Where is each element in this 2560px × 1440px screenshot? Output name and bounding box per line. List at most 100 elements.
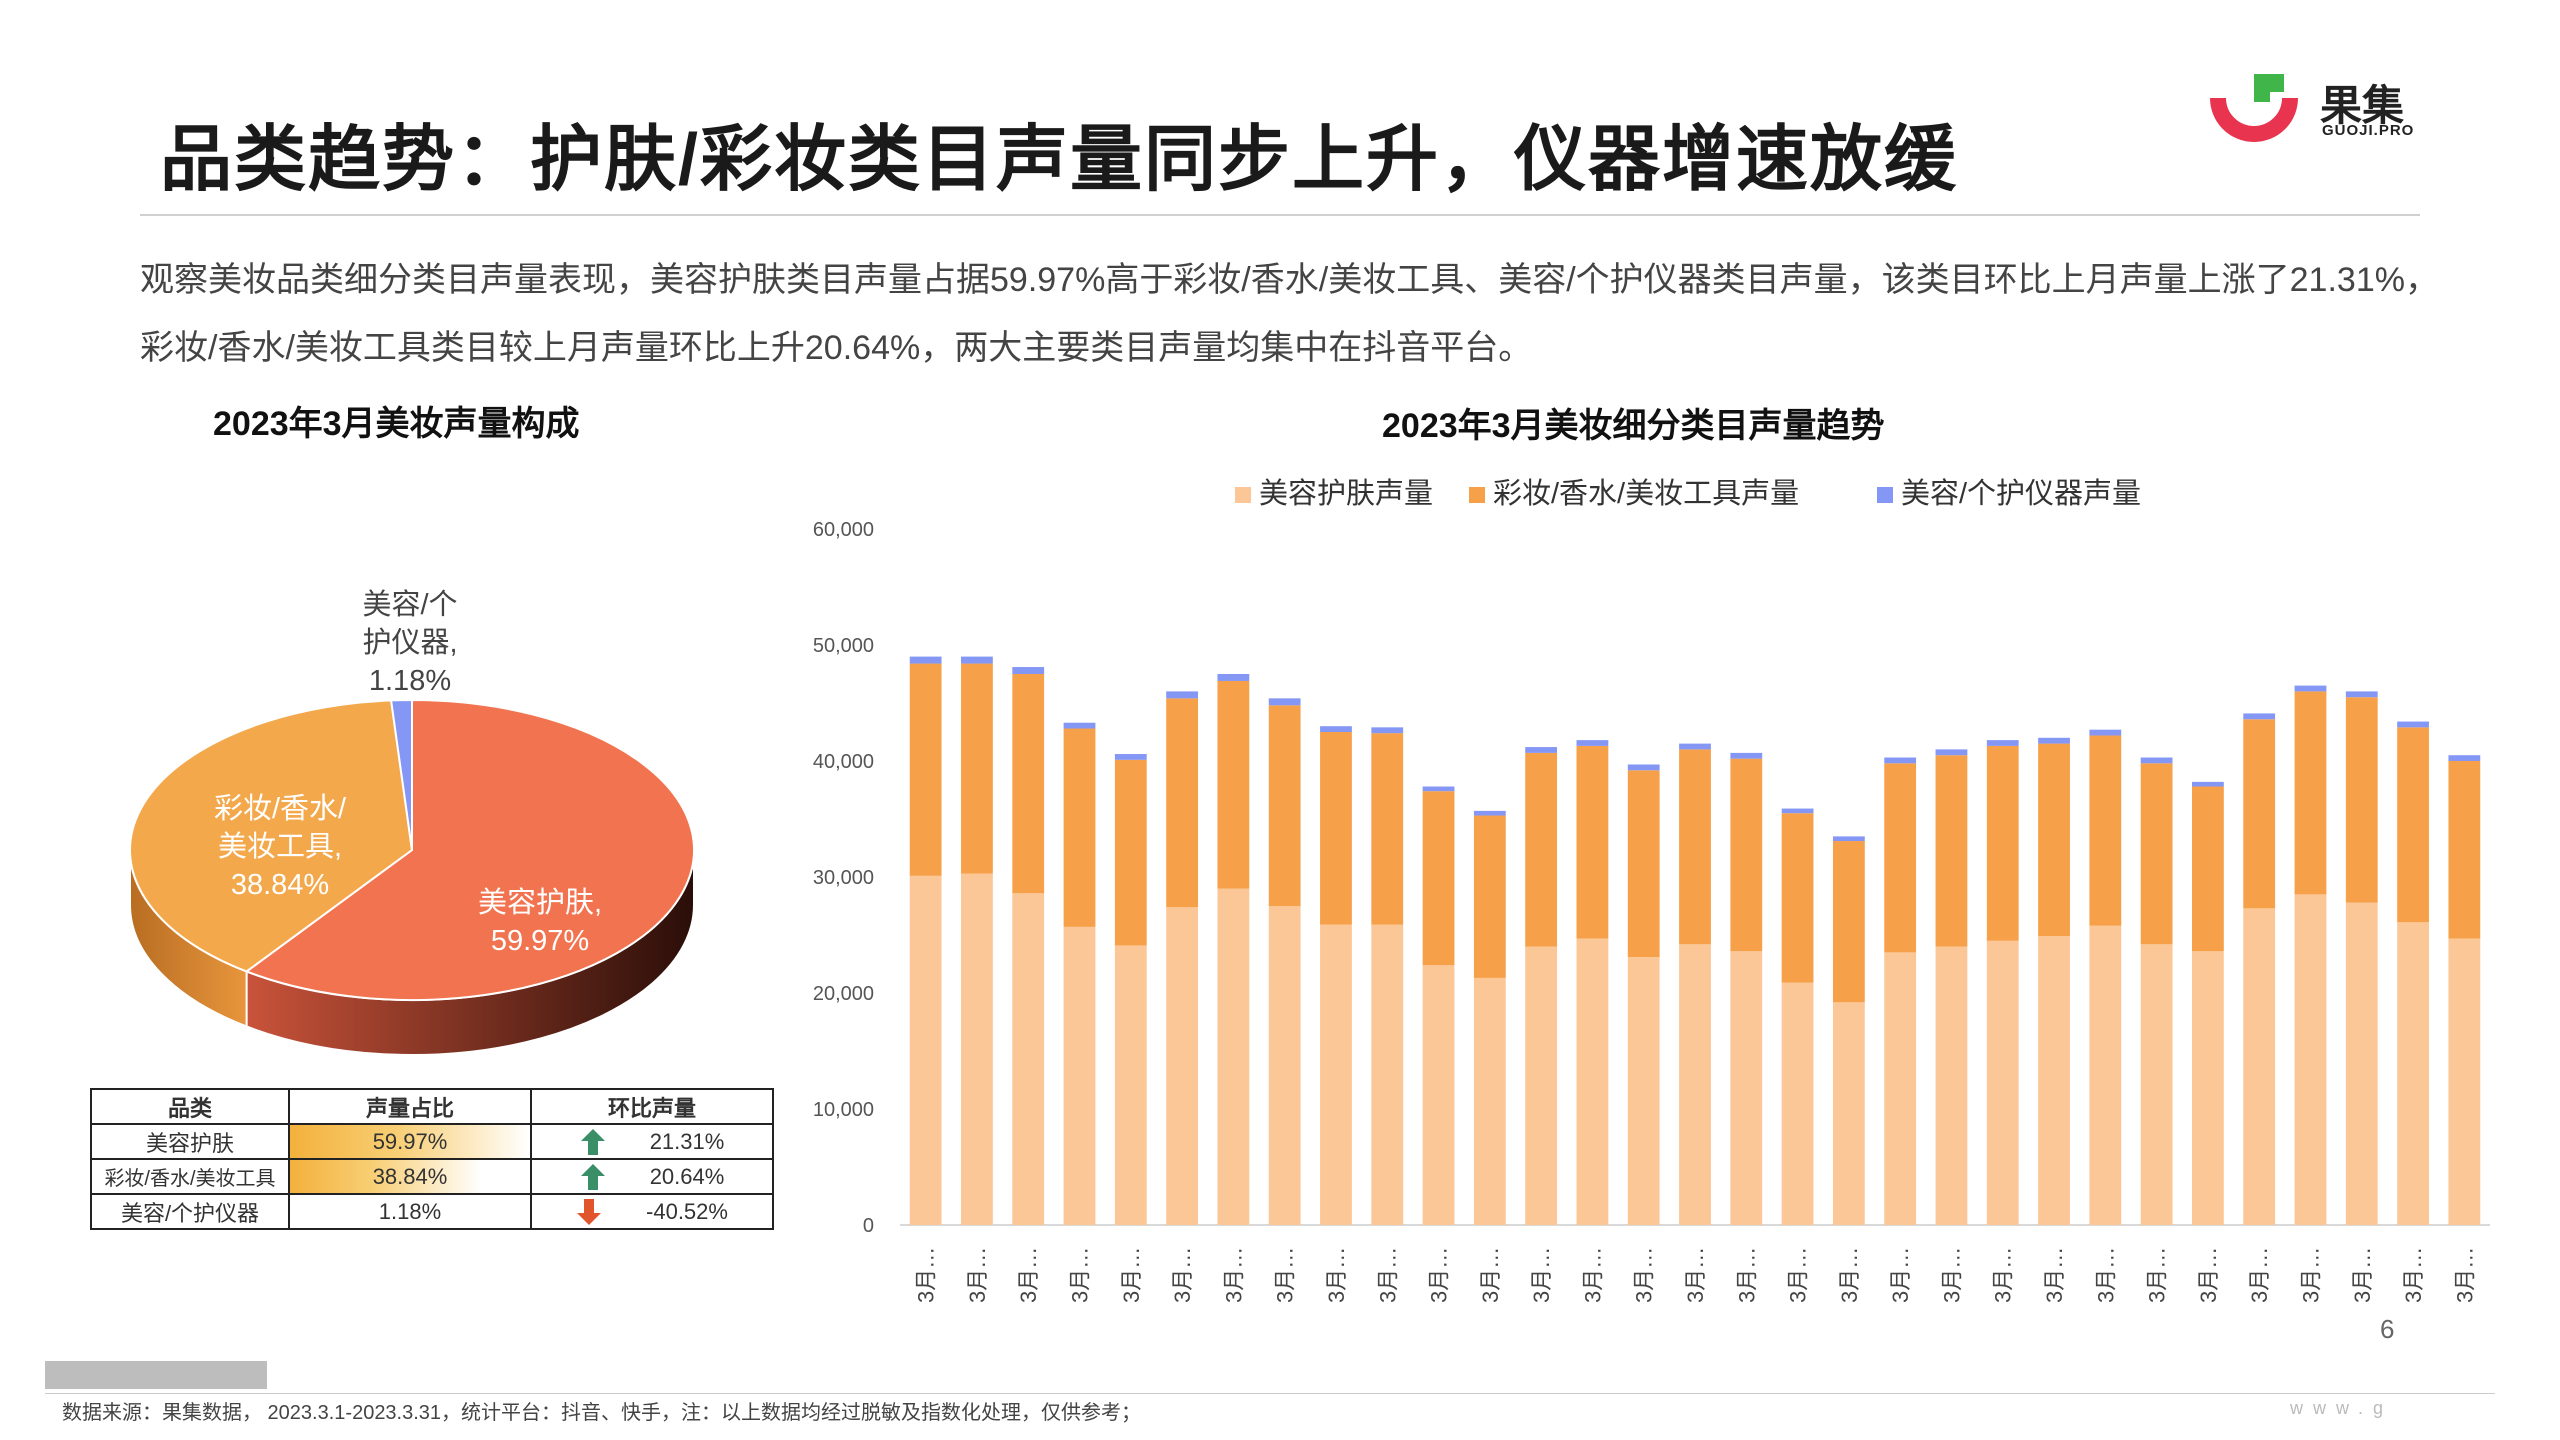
bar-segment-1 xyxy=(2192,786,2224,952)
table-cell-share: 38.84% xyxy=(288,1158,532,1195)
x-tick-label: 3月… xyxy=(2247,1247,2272,1303)
bar-segment-0 xyxy=(1935,946,1968,1225)
bar-segment-2 xyxy=(1114,754,1147,760)
table-cell-share: 1.18% xyxy=(288,1193,532,1230)
bar-segment-2 xyxy=(2448,755,2481,761)
bar-segment-1 xyxy=(1576,745,1609,939)
bar-segment-1 xyxy=(2345,697,2378,903)
pie-chart-title: 2023年3月美妆声量构成 xyxy=(213,405,580,443)
bar-segment-0 xyxy=(1576,938,1609,1225)
legend-label: 美容护肤声量 xyxy=(1259,477,1433,510)
x-tick-label: 3月… xyxy=(1939,1247,1964,1303)
x-tick-label: 3月… xyxy=(1734,1247,1759,1303)
bar-segment-0 xyxy=(1525,946,1558,1225)
x-tick-label: 3月… xyxy=(1837,1247,1862,1303)
bar-segment-0 xyxy=(2038,936,2070,1225)
logo-subtext: GUOJI.PRO xyxy=(2322,122,2415,139)
x-tick-label: 3月… xyxy=(1632,1247,1657,1303)
bar-segment-0 xyxy=(1473,977,1506,1225)
bar-segment-0 xyxy=(2294,894,2327,1225)
bar-segment-1 xyxy=(1166,698,1198,908)
table-row: 美容/个护仪器 1.18% -40.52% xyxy=(90,1193,774,1230)
bar-segment-0 xyxy=(1012,893,1045,1225)
legend-label: 美容/个护仪器声量 xyxy=(1901,477,2141,510)
pie-label-instrument: 美容/个 护仪器, 1.18% xyxy=(362,589,458,697)
x-tick-label: 3月… xyxy=(2196,1247,2221,1303)
table-cell-category: 彩妆/香水/美妆工具 xyxy=(90,1158,290,1195)
x-tick-label: 3月… xyxy=(2298,1247,2323,1303)
bar-segment-1 xyxy=(2448,761,2481,939)
bar-segment-1 xyxy=(1422,791,1455,966)
table-header: 声量占比 xyxy=(288,1088,532,1125)
bar-segment-2 xyxy=(1320,726,1352,732)
bar-segment-0 xyxy=(1730,951,1763,1225)
bar-segment-1 xyxy=(909,663,942,876)
bar-segment-0 xyxy=(2448,938,2481,1225)
bar-segment-2 xyxy=(1935,749,1968,756)
bar-segment-0 xyxy=(2089,925,2122,1225)
x-tick-label: 3月… xyxy=(1016,1247,1041,1303)
bar-segment-0 xyxy=(2192,951,2224,1225)
bar-segment-1 xyxy=(1730,758,1763,952)
bar-segment-2 xyxy=(1781,808,1814,814)
bar-segment-1 xyxy=(1679,749,1711,945)
bar-segment-2 xyxy=(2038,737,2070,744)
bar-segment-0 xyxy=(2243,908,2276,1225)
x-tick-label: 3月… xyxy=(1068,1247,1093,1303)
bar-segment-1 xyxy=(2038,743,2070,937)
page-title: 品类趋势：护肤/彩妆类目声量同步上升，仪器增速放缓 xyxy=(160,120,1959,200)
bar-segment-1 xyxy=(2140,763,2173,945)
brand-logo: 果集 GUOJI.PRO xyxy=(2210,72,2430,152)
bar-segment-2 xyxy=(1832,836,1865,842)
bar-segment-0 xyxy=(2397,922,2429,1225)
table-cell-change: 20.64% xyxy=(530,1158,774,1195)
y-tick-label: 60,000 xyxy=(813,519,874,541)
table-cell-category: 美容护肤 xyxy=(90,1123,290,1160)
bar-segment-2 xyxy=(1371,727,1404,734)
table-row: 彩妆/香水/美妆工具 38.84% 20.64% xyxy=(90,1158,774,1195)
bar-segment-0 xyxy=(1268,906,1301,1225)
bar-segment-1 xyxy=(1525,752,1558,947)
x-tick-label: 3月… xyxy=(1580,1247,1605,1303)
page-number: 6 xyxy=(2380,1314,2395,1344)
bar-segment-0 xyxy=(1114,945,1147,1225)
bar-segment-1 xyxy=(2243,719,2276,909)
bar-segment-0 xyxy=(1166,907,1198,1225)
bar-segment-1 xyxy=(1473,815,1506,978)
bar-segment-0 xyxy=(1986,940,2019,1225)
bar-segment-1 xyxy=(1832,841,1865,1003)
bar-segment-2 xyxy=(1576,740,1609,746)
bar-segment-2 xyxy=(1627,764,1660,771)
bar-segment-0 xyxy=(961,873,993,1225)
summary-paragraph: 观察美妆品类细分类目声量表现，美容护肤类目声量占据59.97%高于彩妆/香水/美… xyxy=(140,261,2439,367)
footer-divider xyxy=(45,1393,2495,1394)
x-tick-label: 3月… xyxy=(1478,1247,1503,1303)
x-tick-label: 3月… xyxy=(2401,1247,2426,1303)
bar-segment-2 xyxy=(1012,667,1045,674)
pie-chart xyxy=(129,698,695,1056)
pie-slice-0 xyxy=(244,698,695,1001)
bar-segment-2 xyxy=(2140,757,2173,764)
bar-segment-1 xyxy=(1217,680,1250,889)
x-tick-label: 3月… xyxy=(1888,1247,1913,1303)
x-tick-label: 3月… xyxy=(1119,1247,1144,1303)
bar-segment-2 xyxy=(2294,685,2327,692)
bar-segment-1 xyxy=(1935,755,1968,947)
bar-segment-2 xyxy=(1986,740,2019,746)
y-tick-label: 20,000 xyxy=(813,983,874,1005)
up-arrow-icon xyxy=(580,1128,605,1155)
bar-segment-0 xyxy=(1781,982,1814,1225)
bar-segment-1 xyxy=(1063,728,1096,927)
legend-swatch xyxy=(1469,487,1485,503)
table-header: 环比声量 xyxy=(530,1088,774,1125)
x-tick-label: 3月… xyxy=(1786,1247,1811,1303)
bar-segment-2 xyxy=(1730,752,1763,759)
table-cell-share: 59.97% xyxy=(288,1123,532,1160)
bar-segment-2 xyxy=(1884,757,1917,764)
chart-legend: 美容护肤声量 彩妆/香水/美妆工具声量 美容/个护仪器声量 xyxy=(1235,477,2141,510)
table-cell-change: -40.52% xyxy=(530,1193,774,1230)
bar-segment-0 xyxy=(1679,944,1711,1225)
bar-segment-2 xyxy=(1679,743,1711,750)
y-tick-label: 10,000 xyxy=(813,1099,874,1121)
bar-segment-1 xyxy=(1781,813,1814,983)
